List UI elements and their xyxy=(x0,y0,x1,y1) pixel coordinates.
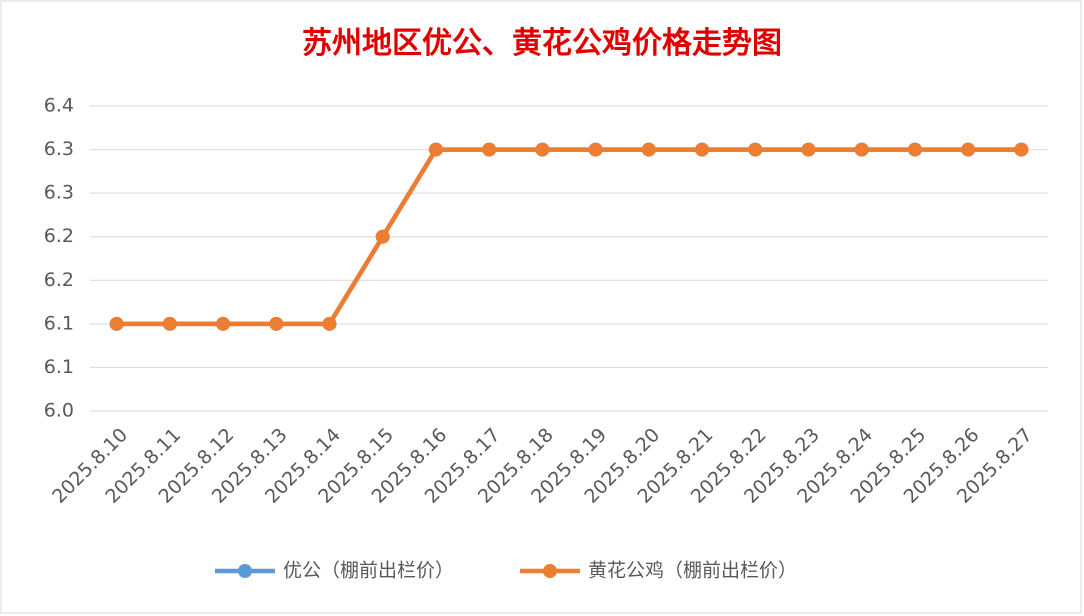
data-point xyxy=(695,142,710,157)
y-tick-label: 6.4 xyxy=(44,95,74,117)
data-point xyxy=(109,316,124,331)
data-point xyxy=(801,142,816,157)
y-tick-label: 6.0 xyxy=(44,400,74,422)
data-point xyxy=(482,142,497,157)
y-tick-label: 6.1 xyxy=(44,312,74,334)
data-point xyxy=(428,142,443,157)
data-point xyxy=(907,142,922,157)
legend-label: 优公（棚前出栏价） xyxy=(283,560,454,582)
data-point xyxy=(535,142,550,157)
y-tick-label: 6.1 xyxy=(44,356,74,378)
data-point xyxy=(375,229,390,244)
data-point xyxy=(162,316,177,331)
y-tick-label: 6.3 xyxy=(44,182,74,204)
series-line xyxy=(116,147,1022,327)
y-tick-label: 6.3 xyxy=(44,138,74,160)
data-point xyxy=(588,142,603,157)
legend-marker xyxy=(238,564,252,578)
data-point xyxy=(1014,142,1029,157)
data-point xyxy=(322,316,337,331)
legend-marker xyxy=(543,564,557,578)
data-point xyxy=(748,142,763,157)
y-tick-label: 6.2 xyxy=(44,269,74,291)
y-tick-label: 6.2 xyxy=(44,225,74,247)
data-point xyxy=(641,142,656,157)
legend-label: 黄花公鸡（棚前出栏价） xyxy=(588,560,797,582)
data-point xyxy=(269,316,284,331)
data-point xyxy=(854,142,869,157)
data-point xyxy=(961,142,976,157)
data-point xyxy=(216,316,231,331)
chart-title: 苏州地区优公、黄花公鸡价格走势图 xyxy=(302,26,782,61)
